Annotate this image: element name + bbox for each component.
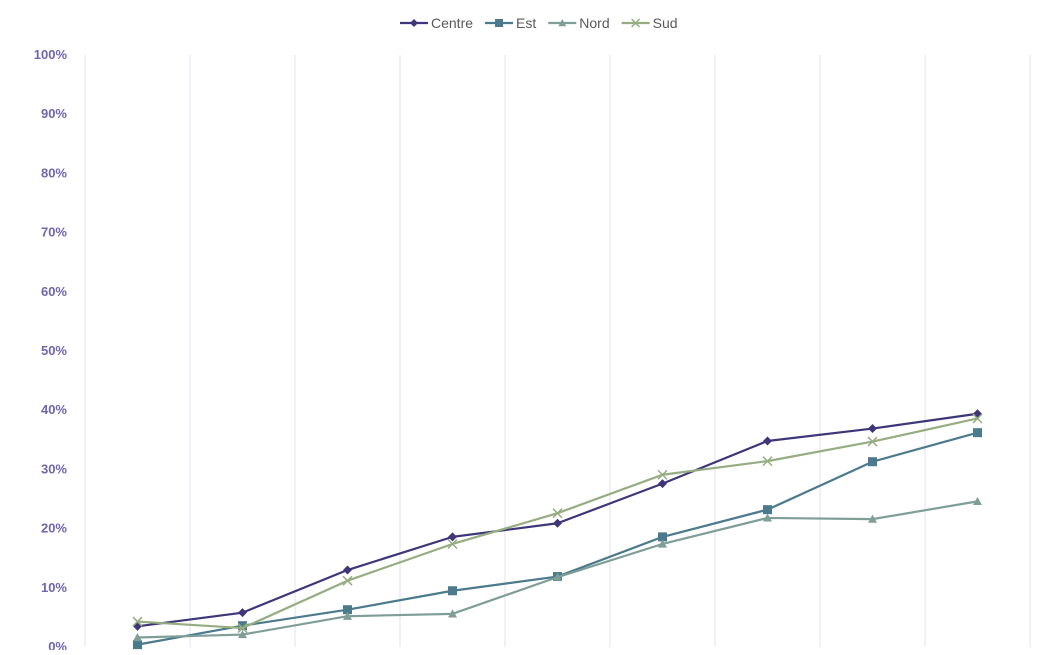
legend-label: Est <box>516 15 536 31</box>
data-point-centre <box>343 565 352 575</box>
data-point-nord <box>238 630 247 639</box>
y-tick-label: 50% <box>41 343 67 358</box>
y-tick-label: 100% <box>34 47 68 62</box>
legend-marker <box>558 19 567 27</box>
data-point-centre <box>448 532 457 542</box>
data-point-centre <box>763 436 772 446</box>
data-point-centre <box>658 479 667 489</box>
data-point-centre <box>973 409 982 419</box>
series-line-est <box>137 431 978 646</box>
legend-label: Sud <box>653 15 678 31</box>
data-point-est <box>763 505 772 515</box>
data-point-est <box>238 621 247 631</box>
legend-item-nord: Nord <box>548 15 610 31</box>
data-point-centre <box>133 621 142 631</box>
legend-item-est: Est <box>485 15 536 31</box>
legend-label: Centre <box>431 15 473 31</box>
data-point-sud <box>447 538 458 550</box>
data-point-nord <box>448 609 457 618</box>
y-axis-ticks: 0% 10% 20% 30% 40% 50% 60% 70% 80% 90% 100% <box>34 47 68 654</box>
data-point-sud <box>867 436 878 447</box>
data-point-sud <box>237 623 248 634</box>
legend-label: Nord <box>579 15 609 31</box>
series-centre <box>133 409 982 631</box>
data-point-nord <box>133 633 142 642</box>
data-point-centre <box>553 518 562 528</box>
data-point-nord <box>868 514 877 523</box>
gridlines <box>84 55 1031 647</box>
data-point-est <box>343 605 352 615</box>
y-tick-label: 80% <box>41 165 67 180</box>
data-point-centre <box>868 424 877 434</box>
data-point-nord <box>973 496 982 505</box>
data-point-sud <box>972 413 983 424</box>
y-tick-label: 60% <box>41 284 67 299</box>
legend: Centre Est Nord Sud <box>400 15 678 31</box>
y-tick-label: 70% <box>41 225 67 240</box>
data-point-nord <box>553 572 562 581</box>
data-point-sud <box>342 575 353 586</box>
legend-item-sud: Sud <box>621 15 678 31</box>
legend-marker <box>410 19 418 27</box>
data-point-sud <box>552 508 563 519</box>
y-tick-label: 30% <box>41 461 67 476</box>
data-point-est <box>973 428 982 438</box>
data-point-nord <box>763 513 772 522</box>
legend-item-centre: Centre <box>400 15 473 31</box>
data-point-est <box>658 532 667 542</box>
data-point-nord <box>343 611 352 620</box>
y-tick-label: 20% <box>41 521 67 536</box>
data-point-centre <box>238 608 247 618</box>
legend-marker <box>495 19 504 27</box>
data-point-est <box>868 457 877 467</box>
data-point-sud <box>657 469 668 480</box>
data-point-nord <box>658 539 667 548</box>
data-point-est <box>448 586 457 596</box>
series-nord <box>133 496 982 642</box>
series-lines <box>132 409 983 650</box>
y-tick-label: 0% <box>48 639 67 650</box>
data-point-est <box>133 640 142 650</box>
y-tick-label: 10% <box>41 580 67 595</box>
y-tick-label: 40% <box>41 402 67 417</box>
y-tick-label: 90% <box>41 106 67 121</box>
series-est <box>133 428 982 650</box>
data-point-sud <box>132 616 143 627</box>
series-sud <box>132 413 983 634</box>
data-point-sud <box>762 456 773 467</box>
legend-marker <box>631 18 641 28</box>
